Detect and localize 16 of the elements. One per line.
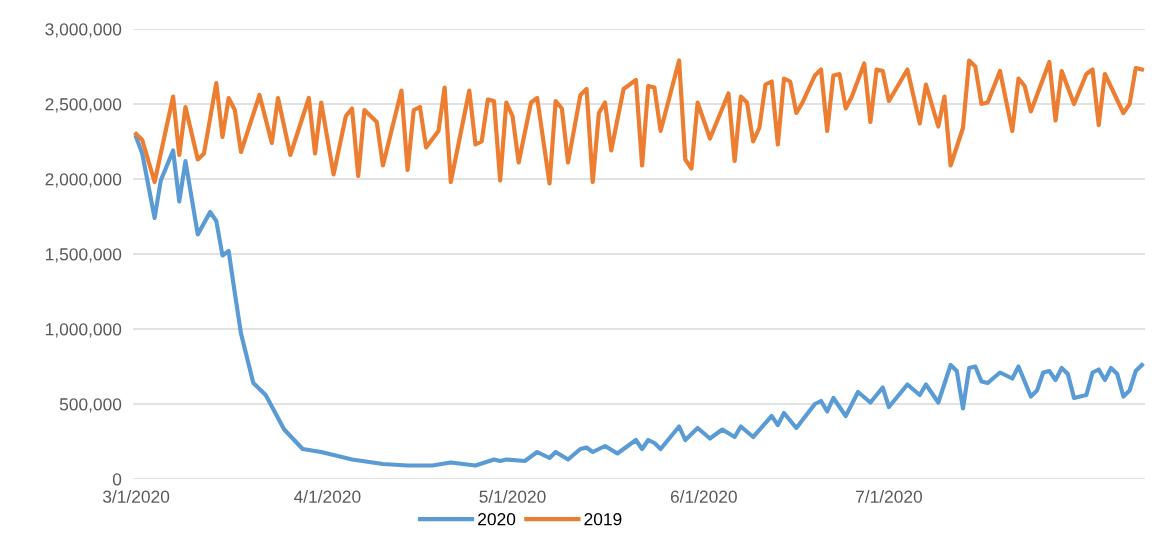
legend-label: 2020 [478, 513, 516, 526]
x-tick-label: 3/1/2020 [102, 490, 170, 503]
legend-label: 2019 [584, 513, 622, 526]
x-tick-label: 5/1/2020 [479, 490, 546, 503]
y-tick-label: 1,000,000 [45, 323, 122, 338]
y-tick-label: 2,000,000 [45, 173, 122, 188]
y-tick-label: 2,500,000 [45, 98, 122, 113]
line-series [134, 134, 1144, 468]
y-tick-label: 1,500,000 [45, 248, 122, 263]
x-tick-label: 4/1/2020 [293, 490, 361, 503]
y-tick-label: 500,000 [59, 398, 122, 413]
y-tick-label: 3,000,000 [45, 23, 122, 38]
line-series [134, 58, 1144, 186]
y-tick-label: 0 [112, 473, 122, 486]
x-tick-label: 6/1/2020 [670, 490, 737, 503]
x-tick-label: 7/1/2020 [856, 490, 923, 503]
